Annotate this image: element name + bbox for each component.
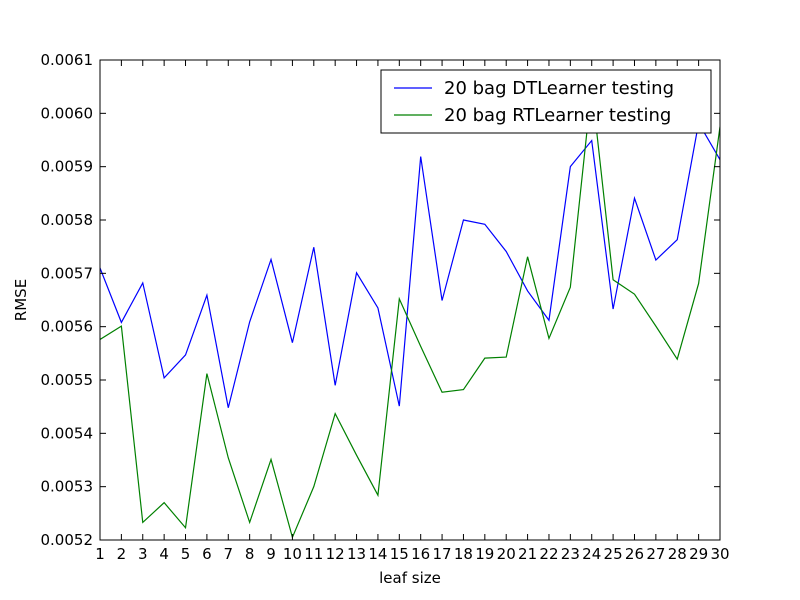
- x-tick-label: 20: [497, 545, 516, 563]
- x-tick-label: 10: [283, 545, 302, 563]
- series-line-dtlearner: [100, 121, 720, 408]
- x-tick-label: 21: [518, 545, 537, 563]
- y-tick-label: 0.0057: [41, 264, 94, 282]
- x-tick-label: 14: [368, 545, 387, 563]
- y-tick-label: 0.0060: [41, 104, 94, 122]
- y-tick-label: 0.0056: [41, 318, 94, 336]
- legend: 20 bag DTLearner testing 20 bag RTLearne…: [380, 69, 712, 134]
- x-tick-label: 6: [202, 545, 212, 563]
- x-tick-label: 29: [689, 545, 708, 563]
- x-tick-label: 8: [245, 545, 255, 563]
- x-tick-label: 1: [95, 545, 105, 563]
- x-tick-label: 2: [117, 545, 127, 563]
- x-tick-label: 23: [561, 545, 580, 563]
- x-tick-label: 30: [710, 545, 729, 563]
- series-line-rtlearner: [100, 86, 720, 540]
- x-tick-label: 9: [266, 545, 276, 563]
- x-tick-label: 19: [475, 545, 494, 563]
- x-tick-label: 11: [304, 545, 323, 563]
- x-tick-label: 25: [604, 545, 623, 563]
- plot-area: [100, 60, 720, 540]
- plot-frame: [99, 59, 721, 541]
- x-tick-label: 7: [224, 545, 234, 563]
- x-tick-label: 5: [181, 545, 191, 563]
- y-tick-label: 0.0055: [41, 371, 94, 389]
- legend-label-dt: 20 bag DTLearner testing: [444, 78, 674, 99]
- x-tick-label: 18: [454, 545, 473, 563]
- y-tick-label: 0.0054: [41, 424, 94, 442]
- x-tick-label: 3: [138, 545, 148, 563]
- x-tick-label: 13: [347, 545, 366, 563]
- y-tick-label: 0.0058: [41, 211, 94, 229]
- x-axis-label: leaf size: [379, 569, 441, 587]
- y-tick-label: 0.0059: [41, 158, 94, 176]
- x-tick-label: 15: [390, 545, 409, 563]
- x-tick-label: 12: [326, 545, 345, 563]
- x-tick-label: 4: [159, 545, 169, 563]
- x-tick-label: 28: [668, 545, 687, 563]
- y-tick-label: 0.0053: [41, 478, 94, 496]
- y-tick-label: 0.0061: [41, 51, 94, 69]
- x-tick-label: 17: [433, 545, 452, 563]
- legend-label-rt: 20 bag RTLearner testing: [444, 105, 671, 126]
- y-axis-label: RMSE: [12, 279, 30, 321]
- x-tick-label: 22: [539, 545, 558, 563]
- x-tick-label: 16: [411, 545, 430, 563]
- legend-box: [380, 69, 712, 134]
- x-tick-label: 24: [582, 545, 601, 563]
- y-tick-label: 0.0052: [41, 531, 94, 549]
- x-tick-label: 27: [646, 545, 665, 563]
- x-tick-label: 26: [625, 545, 644, 563]
